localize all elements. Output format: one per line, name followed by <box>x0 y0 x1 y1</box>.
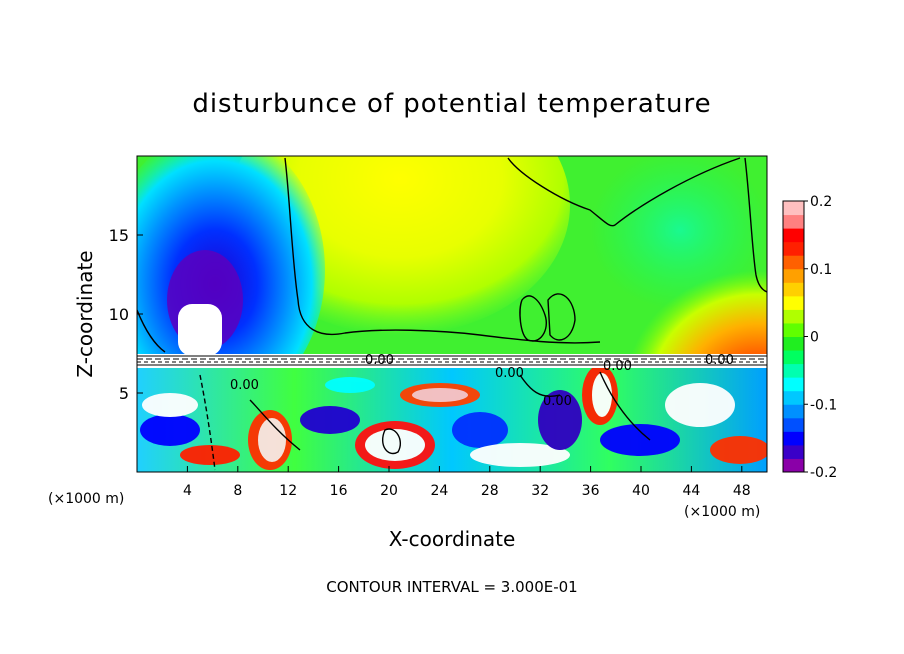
contour-interval-footer: CONTOUR INTERVAL = 3.000E-01 <box>326 578 577 596</box>
plot-area <box>137 156 767 472</box>
y-tick-label: 15 <box>109 226 129 245</box>
chart-title: disturbunce of potential temperature <box>192 89 711 119</box>
colorbar-swatch <box>783 404 804 419</box>
colorbar-swatch <box>783 350 804 365</box>
x-unit-left: (×1000 m) <box>48 491 124 507</box>
contour-label: 0.00 <box>603 359 632 374</box>
x-tick-label: 48 <box>733 483 751 499</box>
colorbar-swatch <box>783 444 804 459</box>
colorbar-label: -0.1 <box>810 397 837 413</box>
colorbar-swatch <box>783 336 804 351</box>
zero-contours <box>137 157 767 471</box>
y-tick-label: 10 <box>109 305 129 324</box>
x-unit-right: (×1000 m) <box>684 504 760 520</box>
x-tick-label: 4 <box>183 483 192 499</box>
colorbar-swatch <box>783 390 804 405</box>
x-axis-label: X-coordinate <box>389 527 516 551</box>
colorbar-swatch <box>783 458 804 473</box>
colorbar-label: 0.2 <box>810 194 832 210</box>
colorbar-label: -0.2 <box>810 465 837 481</box>
x-tick-label: 28 <box>481 483 499 499</box>
colorbar-swatch <box>783 295 804 310</box>
colorbar-swatch <box>783 431 804 446</box>
x-tick-label: 32 <box>531 483 549 499</box>
colorbar-swatch <box>783 417 804 432</box>
colorbar-swatch <box>783 363 804 378</box>
colorbar-swatch <box>783 322 804 337</box>
colorbar-swatch <box>783 241 804 256</box>
x-tick-label: 8 <box>233 483 242 499</box>
y-axis-label: Z-coordinate <box>73 250 97 377</box>
colorbar-label: 0 <box>810 330 819 346</box>
x-tick-label: 24 <box>430 483 448 499</box>
contour-label: 0.00 <box>230 378 259 393</box>
colorbar-swatch <box>783 255 804 270</box>
contour-label: 0.00 <box>495 366 524 381</box>
mixing-layer-contours <box>137 355 767 366</box>
x-tick-label: 12 <box>279 483 297 499</box>
colorbar-swatch <box>783 201 804 216</box>
colorbar-swatch <box>783 228 804 243</box>
colorbar-swatch <box>783 377 804 392</box>
colorbar-swatch <box>783 282 804 297</box>
contour-label: 0.00 <box>705 353 734 368</box>
colorbar-swatch <box>783 214 804 229</box>
contour-labels: 0.00 0.00 0.00 0.00 0.00 0.00 <box>230 353 734 409</box>
contour-label: 0.00 <box>365 353 394 368</box>
x-tick-label: 44 <box>682 483 700 499</box>
colorbar-swatch <box>783 268 804 283</box>
x-tick-label: 40 <box>632 483 650 499</box>
turbulent-blobs <box>140 365 767 470</box>
contour-label: 0.00 <box>543 394 572 409</box>
x-tick-label: 36 <box>582 483 600 499</box>
colorbar-label: 0.1 <box>810 262 832 278</box>
y-axis-ticks: 5 10 15 <box>109 226 143 403</box>
colorbar: 0.2 0.1 0 -0.1 -0.2 <box>782 194 837 481</box>
x-tick-label: 20 <box>380 483 398 499</box>
y-tick-label: 5 <box>119 384 129 403</box>
cold-plume-white-core <box>178 304 222 356</box>
colorbar-swatch <box>783 309 804 324</box>
x-axis-ticks: 4 8 12 16 20 24 28 32 36 40 44 48 <box>183 466 751 499</box>
x-tick-label: 16 <box>330 483 348 499</box>
